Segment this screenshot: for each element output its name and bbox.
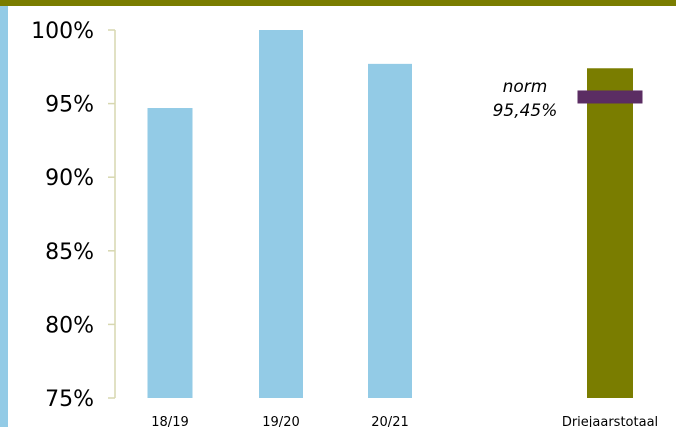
x-tick-label: 18/19 xyxy=(151,415,188,427)
norm-label: norm xyxy=(503,77,548,97)
x-tick-label: 20/21 xyxy=(371,415,408,427)
norm-value-label: 95,45% xyxy=(493,101,558,121)
y-tick-label: 100% xyxy=(31,19,94,44)
y-axis-ticks: 75% 80% 85% 90% 95% 100% xyxy=(31,19,115,412)
x-tick-label: Driejaarstotaal xyxy=(562,415,658,427)
x-tick-label: 19/20 xyxy=(262,415,299,427)
norm-annotation: norm 95,45% xyxy=(493,77,643,121)
y-tick-label: 95% xyxy=(45,93,94,118)
left-accent-band xyxy=(0,6,8,427)
bar xyxy=(368,63,412,399)
x-axis-labels: 18/19 19/20 20/21 Driejaarstotaal xyxy=(151,415,658,427)
y-tick-label: 85% xyxy=(45,240,94,265)
top-accent-band xyxy=(0,0,676,6)
y-tick-label: 75% xyxy=(45,387,94,412)
bar xyxy=(259,30,303,398)
y-tick-label: 80% xyxy=(45,313,94,338)
bar xyxy=(147,108,193,399)
norm-marker xyxy=(577,90,643,104)
bar-series xyxy=(147,30,633,399)
bar-total xyxy=(587,68,633,398)
y-tick-label: 90% xyxy=(45,166,94,191)
